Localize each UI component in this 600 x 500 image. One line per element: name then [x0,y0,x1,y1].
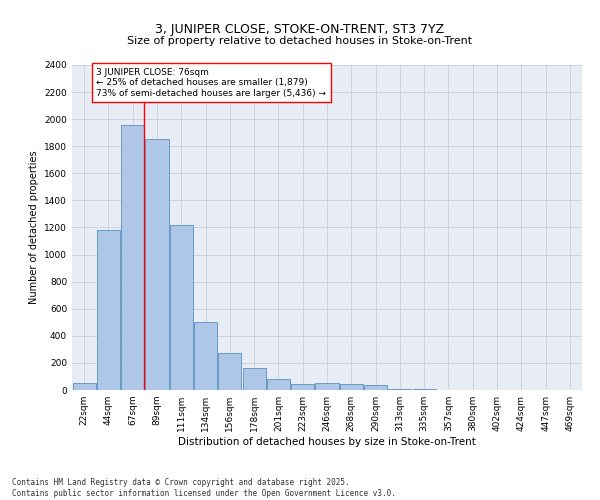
Text: Size of property relative to detached houses in Stoke-on-Trent: Size of property relative to detached ho… [127,36,473,46]
Bar [291,384,314,390]
Y-axis label: Number of detached properties: Number of detached properties [29,150,38,304]
X-axis label: Distribution of detached houses by size in Stoke-on-Trent: Distribution of detached houses by size … [178,437,476,447]
Bar [218,354,241,390]
Bar [121,124,144,390]
Bar [170,225,193,390]
Bar [145,140,169,390]
Bar [73,383,95,390]
Bar [316,383,338,390]
Text: 3 JUNIPER CLOSE: 76sqm
← 25% of detached houses are smaller (1,879)
73% of semi-: 3 JUNIPER CLOSE: 76sqm ← 25% of detached… [96,68,326,98]
Text: 3, JUNIPER CLOSE, STOKE-ON-TRENT, ST3 7YZ: 3, JUNIPER CLOSE, STOKE-ON-TRENT, ST3 7Y… [155,22,445,36]
Bar [242,368,266,390]
Bar [267,379,290,390]
Bar [194,322,217,390]
Text: Contains HM Land Registry data © Crown copyright and database right 2025.
Contai: Contains HM Land Registry data © Crown c… [12,478,396,498]
Bar [364,386,387,390]
Bar [97,230,120,390]
Bar [340,384,363,390]
Bar [388,388,412,390]
